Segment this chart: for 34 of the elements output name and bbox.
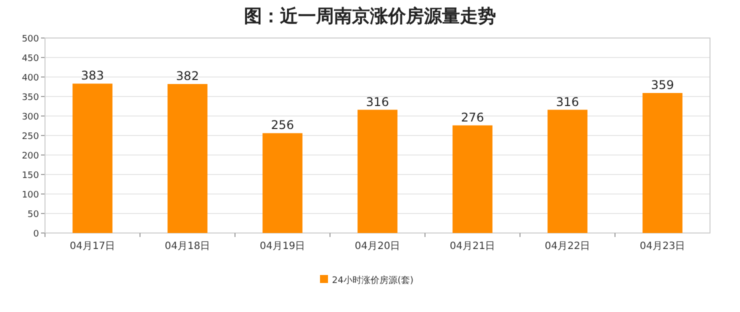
data-label: 383 bbox=[81, 68, 104, 83]
data-label: 256 bbox=[271, 118, 294, 132]
data-label: 316 bbox=[366, 94, 389, 109]
bar bbox=[548, 110, 588, 233]
x-tick-label: 04月21日 bbox=[450, 241, 496, 252]
y-tick-label: 400 bbox=[22, 74, 40, 84]
y-tick-label: 300 bbox=[22, 112, 40, 122]
y-tick-label: 500 bbox=[22, 34, 40, 44]
y-tick-label: 250 bbox=[22, 132, 40, 142]
y-tick-label: 50 bbox=[28, 210, 40, 220]
x-tick-label: 04月19日 bbox=[260, 241, 306, 252]
bar bbox=[262, 133, 302, 233]
y-tick-label: 450 bbox=[22, 54, 40, 64]
x-tick-label: 04月23日 bbox=[640, 241, 686, 252]
data-label: 382 bbox=[176, 69, 199, 84]
y-tick-label: 150 bbox=[22, 171, 40, 181]
y-tick-label: 350 bbox=[22, 93, 40, 103]
data-label: 316 bbox=[556, 94, 579, 109]
y-tick-label: 200 bbox=[22, 152, 40, 162]
bar bbox=[452, 125, 492, 233]
bar bbox=[642, 92, 682, 233]
chart-title: 图：近一周南京涨价房源量走势 bbox=[244, 6, 496, 27]
y-tick-label: 100 bbox=[22, 190, 40, 200]
x-tick-label: 04月20日 bbox=[354, 241, 400, 252]
bar bbox=[358, 110, 398, 233]
x-tick-label: 04月17日 bbox=[70, 241, 116, 252]
legend-label: 24小时涨价房源(套) bbox=[332, 275, 414, 286]
y-tick-label: 0 bbox=[33, 230, 40, 240]
x-tick-label: 04月22日 bbox=[544, 241, 590, 252]
bar bbox=[72, 84, 112, 233]
x-tick-label: 04月18日 bbox=[164, 241, 210, 252]
data-label: 276 bbox=[461, 110, 484, 124]
bar bbox=[168, 84, 208, 233]
data-label: 359 bbox=[651, 78, 674, 92]
